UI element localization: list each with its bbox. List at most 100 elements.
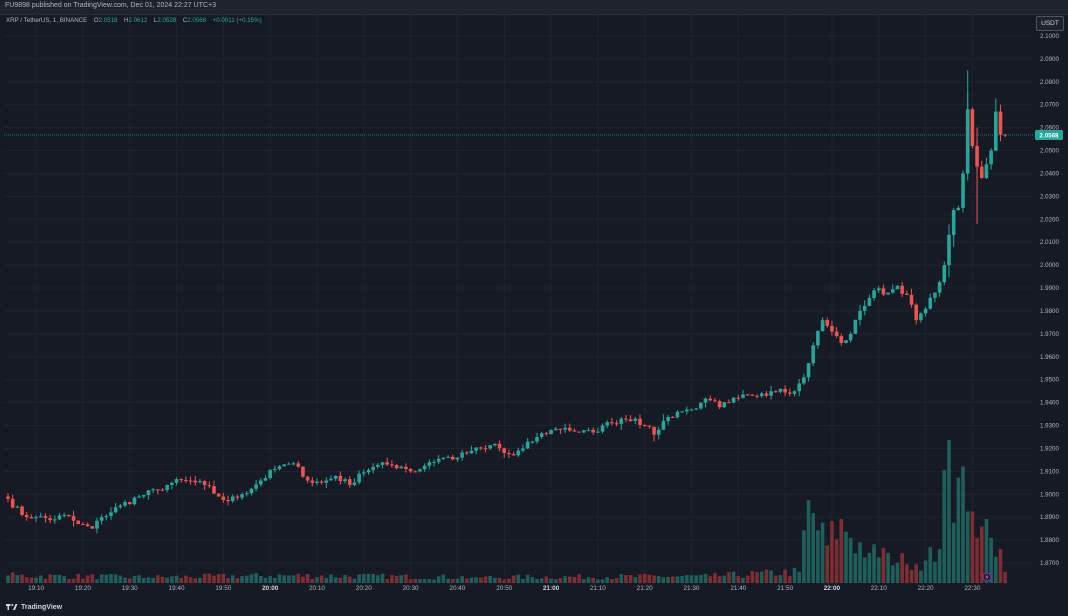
candle-body bbox=[558, 428, 563, 430]
volume-bar bbox=[329, 574, 333, 583]
candle-body bbox=[610, 422, 614, 424]
volume-bar bbox=[352, 578, 357, 583]
candle-body bbox=[998, 111, 1003, 135]
candle-body bbox=[287, 463, 291, 465]
volume-bar bbox=[769, 570, 773, 583]
candle-body bbox=[53, 519, 57, 521]
volume-bar bbox=[713, 572, 717, 583]
volume-bar bbox=[123, 577, 127, 583]
volume-bar bbox=[160, 576, 165, 583]
time-axis[interactable]: 19:10 19:20 19:30 19:40 19:50 20:00 20:10 20:20… bbox=[28, 585, 981, 592]
price-tick-label: 1.9200 bbox=[1040, 445, 1059, 452]
price-axis[interactable]: 2.1000 2.0900 2.0800 2.0700 2.0600 2.0500 2.04… bbox=[982, 33, 1063, 582]
candle-body bbox=[862, 305, 867, 311]
candle-body bbox=[778, 388, 783, 392]
volume-bar bbox=[736, 575, 741, 583]
open-value: 2.0518 bbox=[98, 17, 118, 24]
candle-body bbox=[984, 164, 989, 179]
candle-body bbox=[333, 475, 338, 479]
candle-body bbox=[62, 514, 66, 516]
time-tick-label: 21:00 bbox=[543, 585, 560, 592]
volume-bar bbox=[624, 575, 628, 583]
candle-body bbox=[530, 441, 535, 443]
volume-bars bbox=[6, 440, 1007, 583]
candle-body bbox=[553, 428, 558, 431]
volume-bar bbox=[418, 579, 422, 583]
candle-body bbox=[670, 416, 675, 418]
candle-body bbox=[455, 457, 460, 460]
volume-bar bbox=[525, 574, 530, 583]
candle-body bbox=[380, 462, 385, 465]
price-tick-label: 2.0600 bbox=[1040, 125, 1059, 132]
volume-bar bbox=[989, 537, 993, 583]
candle-body bbox=[811, 345, 816, 364]
volume-bar bbox=[343, 575, 347, 583]
volume-bar bbox=[699, 574, 703, 583]
footer-brand[interactable]: TradingView bbox=[6, 601, 62, 613]
symbol-name[interactable]: XRP / TetherUS, 1, BINANCE bbox=[6, 17, 88, 24]
candle-body bbox=[212, 486, 216, 494]
volume-bar bbox=[221, 573, 226, 583]
volume-bar bbox=[95, 579, 99, 583]
price-tick-label: 1.9000 bbox=[1040, 491, 1059, 498]
currency-button[interactable]: USDT bbox=[1036, 16, 1064, 31]
candle-body bbox=[825, 320, 830, 326]
volume-bar bbox=[141, 577, 146, 583]
candle-body bbox=[291, 463, 296, 465]
price-chart[interactable]: 2.1000 2.0900 2.0800 2.0700 2.0600 2.0500 2.04… bbox=[0, 14, 1068, 600]
candle-body bbox=[521, 448, 525, 451]
volume-bar bbox=[816, 530, 820, 583]
candle-body bbox=[277, 466, 282, 470]
volume-bar bbox=[113, 574, 118, 583]
candle-body bbox=[507, 453, 511, 455]
candle-body bbox=[675, 411, 680, 418]
volume-bar bbox=[20, 574, 24, 583]
candle-body bbox=[216, 493, 221, 497]
volume-bar bbox=[563, 576, 567, 583]
price-tick-label: 1.8900 bbox=[1040, 514, 1059, 521]
candle-body bbox=[6, 496, 10, 499]
volume-bar bbox=[830, 520, 834, 583]
candle-body bbox=[71, 516, 76, 521]
candle-body bbox=[118, 505, 123, 508]
volume-bar bbox=[376, 575, 380, 583]
candle-body bbox=[221, 496, 226, 500]
candle-body bbox=[792, 391, 797, 394]
candle-body bbox=[647, 425, 652, 427]
volume-bar bbox=[174, 575, 179, 583]
candle-body bbox=[586, 429, 591, 431]
volume-bar bbox=[357, 574, 361, 583]
candle-body bbox=[769, 391, 773, 396]
volume-bar bbox=[6, 575, 10, 583]
candle-body bbox=[816, 331, 820, 346]
candle-body bbox=[464, 452, 469, 454]
candle-body bbox=[67, 514, 71, 517]
price-tick-label: 2.0000 bbox=[1040, 262, 1059, 269]
volume-bar bbox=[81, 578, 85, 583]
volume-bar bbox=[127, 578, 132, 583]
candle-body bbox=[90, 526, 95, 529]
volume-bar bbox=[10, 572, 15, 583]
candle-body bbox=[273, 469, 277, 471]
candle-body bbox=[343, 479, 347, 482]
low-label: L bbox=[153, 17, 158, 24]
candle-body bbox=[85, 524, 90, 527]
price-tick-label: 2.0800 bbox=[1040, 79, 1059, 86]
price-tick-label: 1.9400 bbox=[1040, 400, 1059, 407]
volume-bar bbox=[408, 579, 413, 583]
volume-bar bbox=[881, 547, 886, 583]
volume-bar bbox=[1003, 571, 1007, 583]
candle-body bbox=[48, 518, 52, 521]
volume-bar bbox=[310, 578, 315, 583]
volume-bar bbox=[347, 576, 352, 583]
candle-body bbox=[605, 422, 610, 426]
candle-body bbox=[296, 463, 301, 467]
high-value: 2.0612 bbox=[128, 17, 148, 24]
volume-bar bbox=[792, 567, 797, 583]
volume-bar bbox=[301, 576, 305, 583]
volume-bar bbox=[455, 578, 460, 583]
volume-bar bbox=[844, 531, 848, 583]
volume-bar bbox=[919, 570, 923, 583]
volume-bar bbox=[755, 572, 759, 583]
volume-bar bbox=[76, 573, 81, 583]
